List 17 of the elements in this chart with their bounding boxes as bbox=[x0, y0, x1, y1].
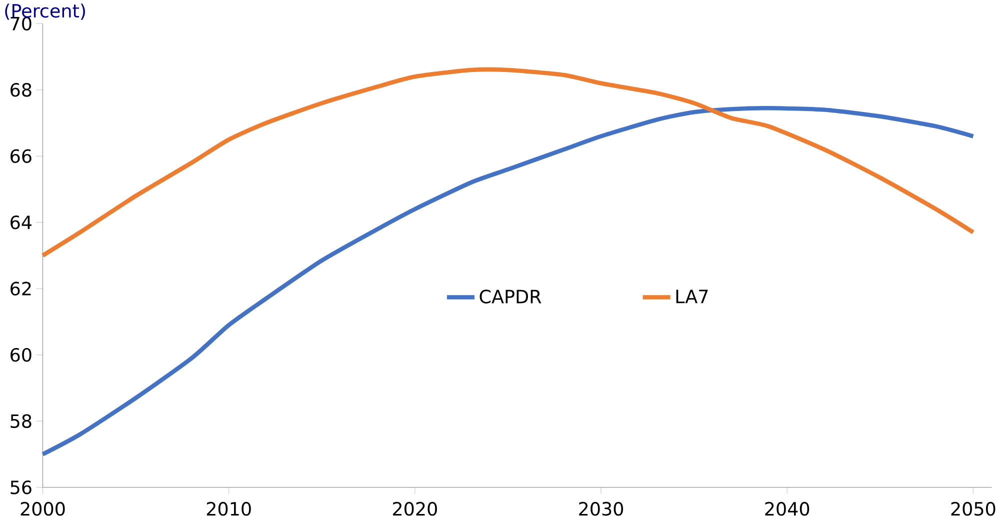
line-series bbox=[40, 106, 976, 456]
x-tick-label: 2050 bbox=[951, 502, 996, 516]
y-tick-label: 60 bbox=[10, 348, 32, 362]
x-tick-label: 2010 bbox=[206, 502, 251, 516]
x-tick-label: 2000 bbox=[20, 502, 65, 516]
y-tick-label: 66 bbox=[10, 149, 32, 163]
x-tick-label: 2030 bbox=[579, 502, 624, 516]
line-series bbox=[40, 67, 976, 258]
x-tick-label: 2040 bbox=[765, 502, 810, 516]
y-tick-label: 68 bbox=[10, 82, 32, 97]
y-tick-label: 64 bbox=[10, 215, 32, 230]
legend-label: LA7 bbox=[676, 290, 708, 303]
x-tick-label: 2020 bbox=[393, 502, 437, 516]
y-tick-label: 58 bbox=[10, 414, 32, 428]
y-tick-label: 56 bbox=[10, 480, 32, 494]
y-tick-label: 62 bbox=[10, 282, 31, 296]
legend-label: CAPDR bbox=[480, 289, 542, 304]
